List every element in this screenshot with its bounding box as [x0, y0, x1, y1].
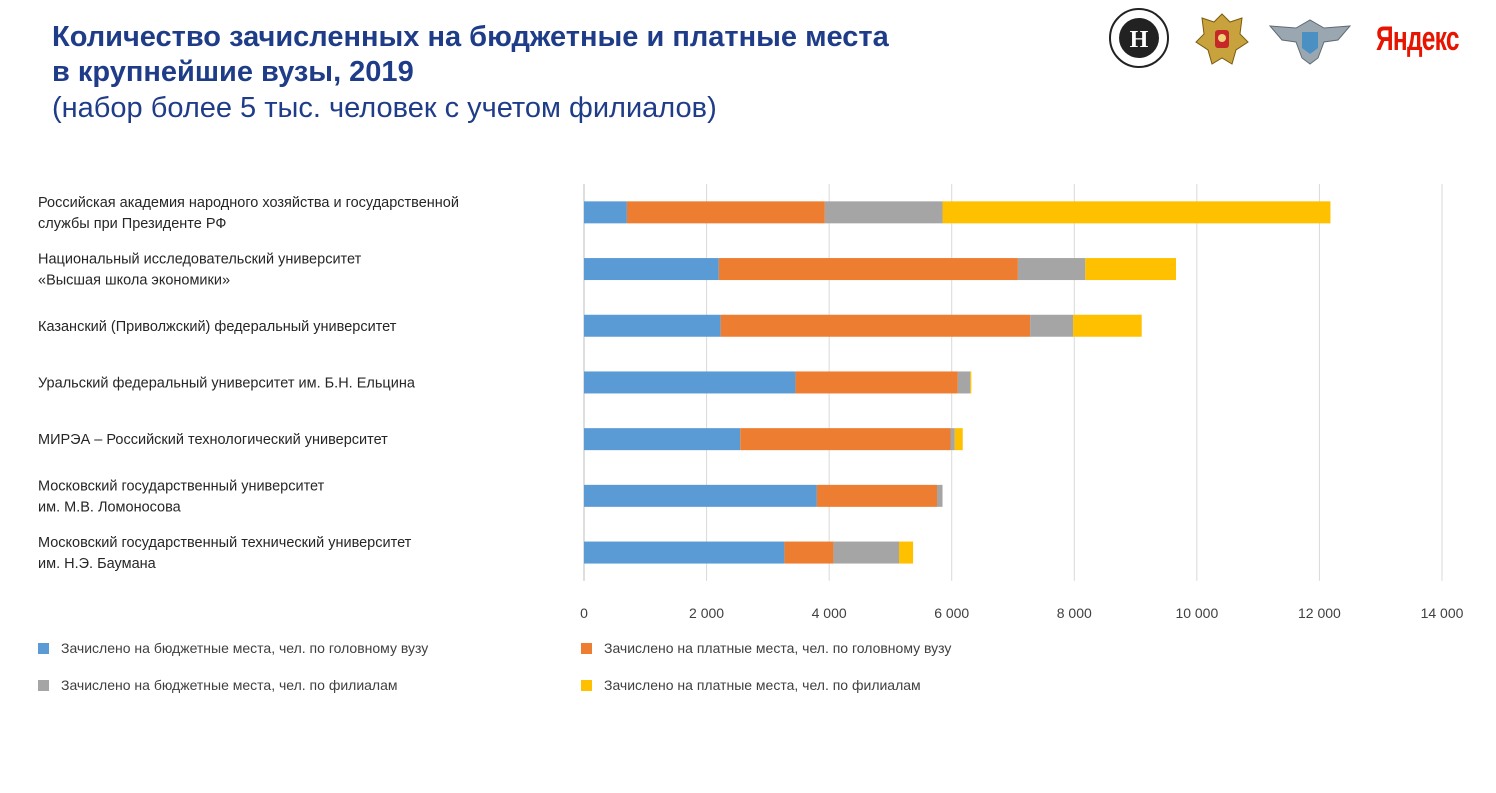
bar-c4-s3: [954, 428, 963, 451]
x-tick-label-1: 2 000: [689, 605, 724, 620]
category-label-4-0: МИРЭА – Российский технологический униве…: [38, 432, 388, 448]
category-label-5-0: Московский государственный университет: [38, 478, 325, 494]
legend-swatch-3: [581, 679, 592, 691]
legend-label-0: Зачислено на бюджетные места, чел. по го…: [61, 640, 429, 656]
bar-c2-s2: [1030, 314, 1074, 337]
legend-swatch-1: [581, 642, 592, 654]
bar-c6-s1: [784, 541, 834, 564]
bar-c4-s1: [740, 428, 951, 451]
emblem-logo: [1195, 13, 1249, 65]
legend-swatch-0: [38, 642, 49, 654]
bar-c3-s1: [795, 371, 958, 394]
bar-c2-s0: [584, 314, 721, 337]
bar-c0-s2: [824, 201, 943, 224]
svg-text:Н: Н: [1130, 27, 1149, 53]
bar-c5-s1: [816, 484, 938, 507]
legend-item-2: Зачислено на бюджетные места, чел. по фи…: [38, 677, 398, 693]
legend-swatch-2: [38, 679, 49, 691]
ministry-logo: [1268, 19, 1352, 65]
bar-c0-s1: [626, 201, 825, 224]
yandex-logo: Яндекс: [1376, 20, 1459, 58]
bar-c4-s0: [584, 428, 741, 451]
bar-c1-s2: [1017, 258, 1086, 281]
page-title-line2: в крупнейшие вузы, 2019: [52, 56, 414, 88]
page-subtitle: (набор более 5 тыс. человек с учетом фил…: [52, 92, 717, 124]
legend-label-2: Зачислено на бюджетные места, чел. по фи…: [61, 677, 398, 693]
bar-c4-s2: [950, 428, 955, 451]
bar-c3-s0: [584, 371, 796, 394]
bar-c3-s3: [970, 371, 972, 394]
logos: Н Яндекс: [1104, 6, 1474, 70]
bar-c2-s3: [1073, 314, 1142, 337]
category-label-1-1: «Высшая школа экономики»: [38, 273, 230, 289]
category-label-0-1: службы при Президенте РФ: [38, 216, 226, 232]
category-label-2-0: Казанский (Приволжский) федеральный унив…: [38, 319, 397, 335]
bar-c5-s2: [937, 484, 943, 507]
x-tick-label-2: 4 000: [812, 605, 847, 620]
bar-c5-s0: [584, 484, 817, 507]
bar-c6-s2: [833, 541, 900, 564]
hse-logo: Н: [1109, 8, 1169, 68]
bar-c6-s0: [584, 541, 785, 564]
x-tick-label-7: 14 000: [1421, 605, 1464, 620]
bar-c0-s3: [942, 201, 1331, 224]
bar-c1-s3: [1085, 258, 1177, 281]
category-label-1-0: Национальный исследовательский университ…: [38, 252, 362, 268]
x-tick-label-0: 0: [580, 605, 588, 620]
category-label-5-1: им. М.В. Ломоносова: [38, 499, 182, 515]
bar-c3-s2: [957, 371, 971, 394]
category-label-3-0: Уральский федеральный университет им. Б.…: [38, 375, 416, 391]
legend-item-3: Зачислено на платные места, чел. по фили…: [581, 677, 921, 693]
bar-c6-s3: [899, 541, 914, 564]
legend-item-1: Зачислено на платные места, чел. по голо…: [581, 640, 951, 656]
x-tick-label-6: 12 000: [1298, 605, 1341, 620]
stacked-bar-chart: Российская академия народного хозяйства …: [38, 184, 1464, 620]
bar-c2-s1: [720, 314, 1031, 337]
category-label-6-1: им. Н.Э. Баумана: [38, 556, 157, 572]
x-tick-label-5: 10 000: [1175, 605, 1218, 620]
legend-label-3: Зачислено на платные места, чел. по фили…: [604, 677, 921, 693]
x-tick-label-4: 8 000: [1057, 605, 1092, 620]
bar-c1-s0: [584, 258, 719, 281]
bar-c1-s1: [718, 258, 1018, 281]
x-tick-label-3: 6 000: [934, 605, 969, 620]
category-label-6-0: Московский государственный технический у…: [38, 535, 412, 551]
legend-item-0: Зачислено на бюджетные места, чел. по го…: [38, 640, 428, 656]
legend-label-1: Зачислено на платные места, чел. по голо…: [604, 640, 952, 656]
page-title-line1: Количество зачисленных на бюджетные и пл…: [52, 21, 889, 53]
title-block: Количество зачисленных на бюджетные и пл…: [52, 20, 889, 126]
category-label-0-0: Российская академия народного хозяйства …: [38, 195, 459, 211]
bar-c0-s0: [584, 201, 627, 224]
chart-legend: Зачислено на бюджетные места, чел. по го…: [38, 640, 1138, 710]
